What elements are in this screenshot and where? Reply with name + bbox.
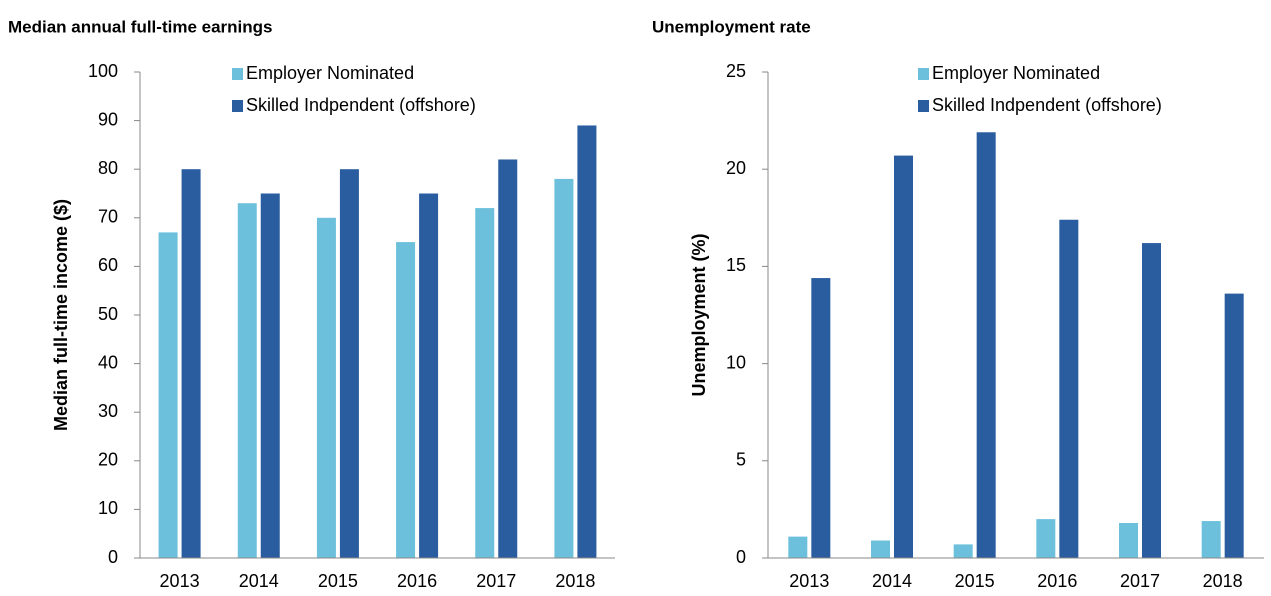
y-axis-label: Median full-time income ($) [51, 199, 71, 431]
y-tick-label: 10 [726, 352, 746, 372]
y-tick-label: 0 [108, 547, 118, 567]
y-tick-label: 20 [726, 158, 746, 178]
bar [260, 193, 280, 558]
y-tick-label: 15 [726, 255, 746, 275]
y-tick-label: 60 [98, 255, 118, 275]
bar [419, 193, 439, 558]
bar [811, 278, 831, 558]
bar [158, 232, 178, 558]
y-tick-label: 30 [98, 401, 118, 421]
bar [1142, 243, 1161, 558]
y-tick-label: 25 [726, 61, 746, 81]
y-tick-label: 100 [88, 61, 118, 81]
bar [316, 217, 336, 559]
legend-label: Employer Nominated [246, 63, 414, 83]
x-tick-label: 2015 [955, 571, 995, 591]
legend-swatch [918, 100, 929, 112]
y-tick-label: 80 [98, 158, 118, 178]
x-tick-label: 2017 [476, 571, 516, 591]
x-tick-label: 2016 [397, 571, 437, 591]
bar [953, 544, 973, 558]
bar [894, 155, 913, 559]
legend-label: Skilled Indpendent (offshore) [246, 95, 476, 115]
y-tick-label: 20 [98, 450, 118, 470]
legend-swatch [918, 68, 929, 80]
x-tick-label: 2016 [1037, 571, 1077, 591]
y-tick-label: 50 [98, 304, 118, 324]
bar [396, 242, 416, 558]
x-tick-label: 2014 [239, 571, 279, 591]
bar [1201, 521, 1221, 558]
bar [1059, 219, 1079, 558]
legend-swatch [232, 100, 243, 112]
chart-title: Median annual full-time earnings [8, 17, 272, 36]
y-tick-label: 10 [98, 498, 118, 518]
bar [577, 125, 597, 559]
bar [1224, 293, 1244, 558]
bar [1036, 519, 1056, 558]
x-tick-label: 2018 [555, 571, 595, 591]
x-tick-label: 2015 [318, 571, 358, 591]
bar [554, 178, 574, 559]
y-tick-label: 90 [98, 109, 118, 129]
x-tick-label: 2013 [789, 571, 829, 591]
x-tick-label: 2014 [872, 571, 912, 591]
bar [976, 132, 996, 558]
y-tick-label: 70 [98, 207, 118, 227]
bar [498, 159, 518, 559]
x-tick-label: 2018 [1203, 571, 1243, 591]
bar [788, 536, 808, 558]
y-axis-label: Unemployment (%) [689, 233, 709, 396]
legend-label: Employer Nominated [932, 63, 1100, 83]
x-tick-label: 2017 [1120, 571, 1160, 591]
chart-title: Unemployment rate [652, 17, 811, 36]
legend-label: Skilled Indpendent (offshore) [932, 95, 1162, 115]
bar [181, 169, 201, 558]
bar [475, 208, 495, 558]
bar [1119, 523, 1138, 558]
x-tick-label: 2013 [160, 571, 200, 591]
bar [339, 169, 359, 558]
y-tick-label: 5 [736, 450, 746, 470]
y-tick-label: 0 [736, 547, 746, 567]
legend-swatch [232, 68, 243, 80]
bar [871, 540, 890, 558]
y-tick-label: 40 [98, 352, 118, 372]
bar [237, 203, 257, 558]
